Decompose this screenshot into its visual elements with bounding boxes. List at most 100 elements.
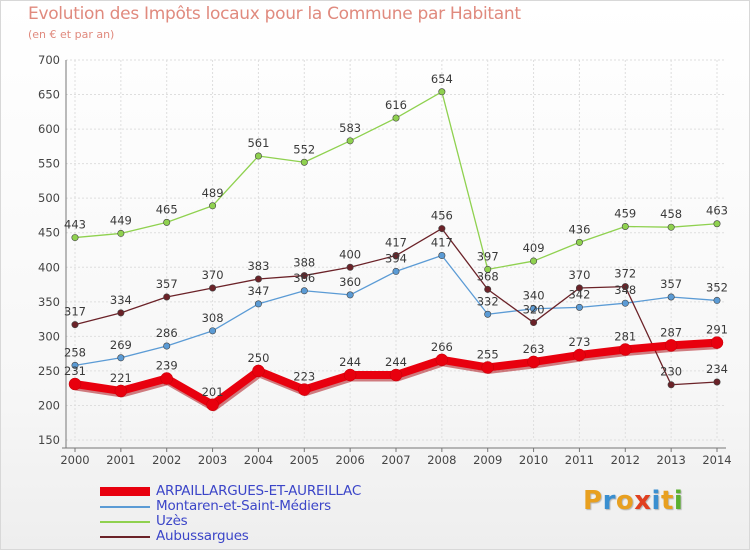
data-point bbox=[343, 368, 357, 382]
y-tick-label: 500 bbox=[38, 191, 60, 205]
data-label: 357 bbox=[156, 277, 178, 291]
data-point bbox=[667, 223, 675, 231]
logo-letter: P bbox=[583, 486, 603, 516]
data-label: 383 bbox=[247, 259, 269, 273]
logo-letter: x bbox=[634, 486, 652, 516]
x-tick-label: 2013 bbox=[657, 453, 686, 467]
legend-label: Aubussargues bbox=[156, 528, 249, 544]
data-label: 368 bbox=[477, 269, 499, 283]
data-point bbox=[163, 342, 171, 350]
data-point bbox=[392, 252, 400, 260]
data-label: 456 bbox=[431, 209, 453, 223]
data-label: 281 bbox=[614, 329, 636, 343]
data-label: 394 bbox=[385, 251, 407, 265]
logo-letter: r bbox=[602, 486, 616, 516]
data-label: 561 bbox=[247, 136, 269, 150]
data-point bbox=[346, 291, 354, 299]
data-point bbox=[713, 378, 721, 386]
data-label: 366 bbox=[293, 271, 315, 285]
data-label: 223 bbox=[293, 370, 315, 384]
logo-letter: t bbox=[660, 486, 674, 516]
data-label: 360 bbox=[339, 275, 361, 289]
data-point bbox=[117, 354, 125, 362]
data-label: 357 bbox=[660, 277, 682, 291]
x-tick-label: 2005 bbox=[290, 453, 319, 467]
x-tick-label: 2012 bbox=[611, 453, 640, 467]
x-tick-label: 2014 bbox=[702, 453, 731, 467]
data-label: 291 bbox=[706, 323, 728, 337]
data-label: 234 bbox=[706, 362, 728, 376]
data-label: 552 bbox=[293, 142, 315, 156]
x-tick-label: 2006 bbox=[336, 453, 365, 467]
data-label: 332 bbox=[477, 294, 499, 308]
data-point bbox=[209, 284, 217, 292]
data-point bbox=[435, 353, 449, 367]
data-label: 397 bbox=[477, 249, 499, 263]
data-point bbox=[209, 327, 217, 335]
data-point bbox=[530, 257, 538, 265]
data-point bbox=[298, 383, 311, 396]
axes: 150 200 250 300 350 400 450 500 550 600 650 700 2000… bbox=[38, 53, 732, 467]
data-point bbox=[71, 361, 79, 369]
data-label: 436 bbox=[568, 222, 590, 236]
data-label: 266 bbox=[431, 340, 453, 354]
data-label: 348 bbox=[614, 283, 636, 297]
x-tick-label: 2011 bbox=[565, 453, 594, 467]
data-point bbox=[71, 321, 79, 329]
data-point bbox=[438, 252, 446, 260]
data-point bbox=[254, 152, 262, 160]
data-point bbox=[346, 137, 354, 145]
data-label: 230 bbox=[660, 365, 682, 379]
data-point bbox=[575, 238, 583, 246]
data-label: 320 bbox=[523, 303, 545, 317]
legend-label: ARPAILLARGUES-ET-AUREILLAC bbox=[156, 483, 362, 499]
data-point bbox=[484, 310, 492, 318]
data-label: 231 bbox=[64, 364, 86, 378]
legend-label: Uzès bbox=[156, 513, 188, 529]
data-point bbox=[71, 234, 79, 242]
data-point bbox=[530, 319, 538, 327]
data-point bbox=[667, 381, 675, 389]
legend-swatch bbox=[100, 536, 150, 538]
x-tick-label: 2003 bbox=[198, 453, 227, 467]
data-point bbox=[619, 343, 632, 356]
data-point bbox=[254, 275, 262, 283]
data-point bbox=[621, 283, 629, 291]
data-point bbox=[710, 336, 724, 349]
data-point bbox=[346, 263, 354, 271]
x-tick-label: 2002 bbox=[152, 453, 181, 467]
legend-swatch bbox=[100, 487, 150, 496]
logo-letter: i bbox=[673, 486, 684, 516]
y-tick-label: 650 bbox=[38, 88, 60, 102]
data-label: 286 bbox=[156, 326, 178, 340]
data-point bbox=[575, 284, 583, 292]
data-label: 583 bbox=[339, 121, 361, 135]
data-point bbox=[713, 296, 721, 304]
data-label: 465 bbox=[156, 202, 178, 216]
data-label: 443 bbox=[64, 218, 86, 232]
data-label: 244 bbox=[385, 355, 407, 369]
data-label: 317 bbox=[64, 305, 86, 319]
x-tick-label: 2009 bbox=[473, 453, 502, 467]
data-label: 489 bbox=[202, 186, 224, 200]
legend-label: Montaren-et-Saint-Médiers bbox=[156, 498, 331, 514]
x-tick-label: 2004 bbox=[244, 453, 273, 467]
data-label: 244 bbox=[339, 355, 361, 369]
data-label: 255 bbox=[477, 347, 499, 361]
data-label: 263 bbox=[523, 342, 545, 356]
data-label: 459 bbox=[614, 207, 636, 221]
data-point bbox=[484, 265, 492, 273]
data-point bbox=[527, 355, 540, 369]
data-label: 616 bbox=[385, 98, 407, 112]
data-labels: 231 221 239 201 250 223 244 244 266 255 263 273 281 2… bbox=[64, 72, 728, 399]
data-point bbox=[664, 339, 678, 352]
data-point bbox=[438, 88, 446, 96]
data-point bbox=[117, 309, 125, 317]
chart-subtitle: (en € et par an) bbox=[28, 28, 115, 41]
data-point bbox=[300, 287, 308, 295]
y-tick-label: 200 bbox=[38, 398, 60, 412]
data-label: 463 bbox=[706, 204, 728, 218]
data-point bbox=[575, 303, 583, 311]
x-tick-label: 2007 bbox=[381, 453, 410, 467]
